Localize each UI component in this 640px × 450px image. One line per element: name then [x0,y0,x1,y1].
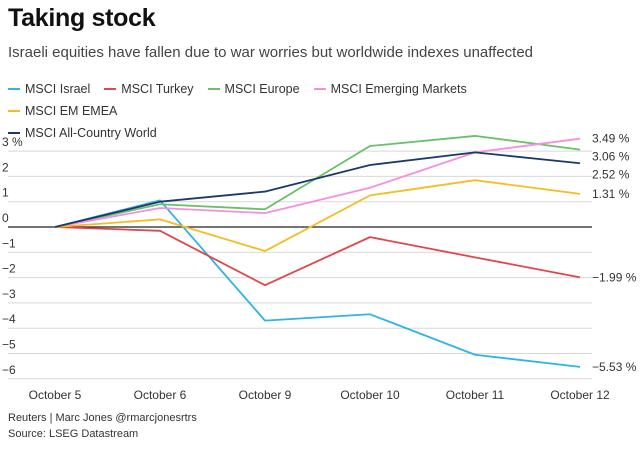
end-label-msci-europe: 3.06 % [592,150,630,164]
y-tick-label: 2 [2,160,9,174]
credit-line: Reuters | Marc Jones @rmarcjonesrtrs [8,412,197,424]
series-line-msci-turkey [54,226,581,287]
source-line: Source: LSEG Datastream [8,428,139,440]
legend-item-msci-all-country-world: MSCI All-Country World [8,126,157,140]
legend-item-msci-europe: MSCI Europe [207,82,300,96]
y-tick-label: −1 [2,236,16,250]
chart-subtitle: Israeli equities have fallen due to war … [8,44,534,61]
chart-title: Taking stock [8,4,156,32]
y-tick-label: −5 [2,338,16,352]
y-tick-label: −2 [2,262,16,276]
end-label-msci-emerging-markets: 3.49 % [592,132,630,146]
end-label-msci-turkey: −1.99 % [592,270,637,284]
chart-legend: MSCI Israel MSCI Turkey MSCI Europe MSCI Em… [8,82,528,148]
legend-swatch [8,109,20,112]
legend-swatch [8,87,20,90]
x-tick-label: October 9 [239,388,292,402]
x-tick-label: October 12 [550,388,610,402]
y-tick-label: −3 [2,287,16,301]
end-label-msci-em-emea: 1.31 % [592,187,630,201]
legend-label: MSCI Europe [224,82,300,96]
legend-label: MSCI EM EMEA [25,104,118,118]
legend-swatch [8,131,20,134]
legend-item-msci-em-emea: MSCI EM EMEA [8,104,117,118]
y-tick-label: −4 [2,312,16,326]
series-line-msci-emerging-markets [54,137,581,228]
x-tick-label: October 5 [29,388,82,402]
legend-item-msci-emerging-markets: MSCI Emerging Markets [313,82,467,96]
legend-item-msci-israel: MSCI Israel [8,82,90,96]
legend-label: MSCI All-Country World [25,126,157,140]
legend-label: MSCI Israel [25,82,91,96]
x-tick-label: October 6 [134,388,187,402]
y-tick-label: 0 [2,211,9,225]
series-line-msci-em-emea [54,179,581,252]
legend-swatch [313,87,326,90]
x-tick-label: October 11 [446,388,505,402]
series-line-msci-israel [54,199,581,368]
legend-label: MSCI Emerging Markets [330,82,467,96]
y-tick-label: 1 [2,186,9,200]
legend-label: MSCI Turkey [121,82,194,96]
legend-item-msci-turkey: MSCI Turkey [104,82,194,96]
y-tick-label: 3 % [2,135,23,149]
end-label-msci-israel: −5.53 % [592,360,637,374]
end-label-msci-all-country-world: 2.52 % [592,168,630,182]
y-tick-label: −6 [2,363,16,377]
series-line-msci-all-country-world [54,151,581,228]
legend-swatch [104,87,117,90]
legend-swatch [207,87,220,90]
x-tick-label: October 10 [340,388,400,402]
